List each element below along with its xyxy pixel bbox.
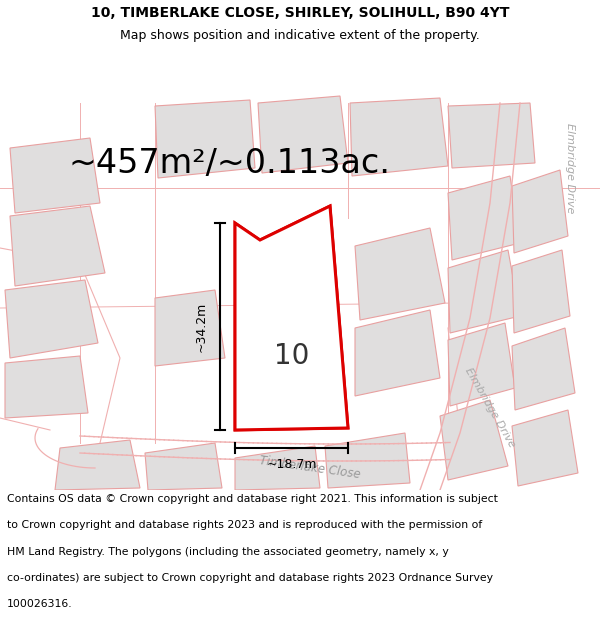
Polygon shape bbox=[355, 310, 440, 396]
Polygon shape bbox=[10, 138, 100, 213]
Polygon shape bbox=[448, 176, 520, 260]
Polygon shape bbox=[235, 206, 348, 430]
Polygon shape bbox=[55, 440, 140, 490]
Polygon shape bbox=[145, 443, 222, 490]
Polygon shape bbox=[5, 280, 98, 358]
Polygon shape bbox=[512, 170, 568, 253]
Polygon shape bbox=[235, 206, 348, 430]
Polygon shape bbox=[325, 433, 410, 488]
Polygon shape bbox=[512, 328, 575, 410]
Text: ~18.7m: ~18.7m bbox=[266, 458, 317, 471]
Text: to Crown copyright and database rights 2023 and is reproduced with the permissio: to Crown copyright and database rights 2… bbox=[7, 521, 482, 531]
Polygon shape bbox=[512, 250, 570, 333]
Polygon shape bbox=[10, 206, 105, 286]
Polygon shape bbox=[448, 103, 535, 168]
Polygon shape bbox=[440, 400, 508, 480]
Polygon shape bbox=[155, 100, 255, 178]
Polygon shape bbox=[258, 96, 348, 173]
Text: Contains OS data © Crown copyright and database right 2021. This information is : Contains OS data © Crown copyright and d… bbox=[7, 494, 498, 504]
Text: 100026316.: 100026316. bbox=[7, 599, 73, 609]
Polygon shape bbox=[448, 323, 515, 406]
Polygon shape bbox=[235, 446, 320, 490]
Text: 10: 10 bbox=[274, 342, 309, 371]
Text: Elmbridge Drive: Elmbridge Drive bbox=[463, 366, 517, 449]
Polygon shape bbox=[448, 250, 520, 333]
Text: Map shows position and indicative extent of the property.: Map shows position and indicative extent… bbox=[120, 29, 480, 42]
Polygon shape bbox=[355, 228, 445, 320]
Text: Timberlake Close: Timberlake Close bbox=[259, 454, 361, 481]
Polygon shape bbox=[155, 290, 225, 366]
Polygon shape bbox=[350, 98, 448, 176]
Polygon shape bbox=[5, 356, 88, 418]
Text: Elmbridge Drive: Elmbridge Drive bbox=[565, 122, 575, 213]
Polygon shape bbox=[512, 410, 578, 486]
Text: HM Land Registry. The polygons (including the associated geometry, namely x, y: HM Land Registry. The polygons (includin… bbox=[7, 547, 449, 557]
Text: co-ordinates) are subject to Crown copyright and database rights 2023 Ordnance S: co-ordinates) are subject to Crown copyr… bbox=[7, 573, 493, 583]
Text: ~457m²/~0.113ac.: ~457m²/~0.113ac. bbox=[69, 146, 391, 179]
Text: ~34.2m: ~34.2m bbox=[195, 301, 208, 352]
Text: 10, TIMBERLAKE CLOSE, SHIRLEY, SOLIHULL, B90 4YT: 10, TIMBERLAKE CLOSE, SHIRLEY, SOLIHULL,… bbox=[91, 6, 509, 21]
